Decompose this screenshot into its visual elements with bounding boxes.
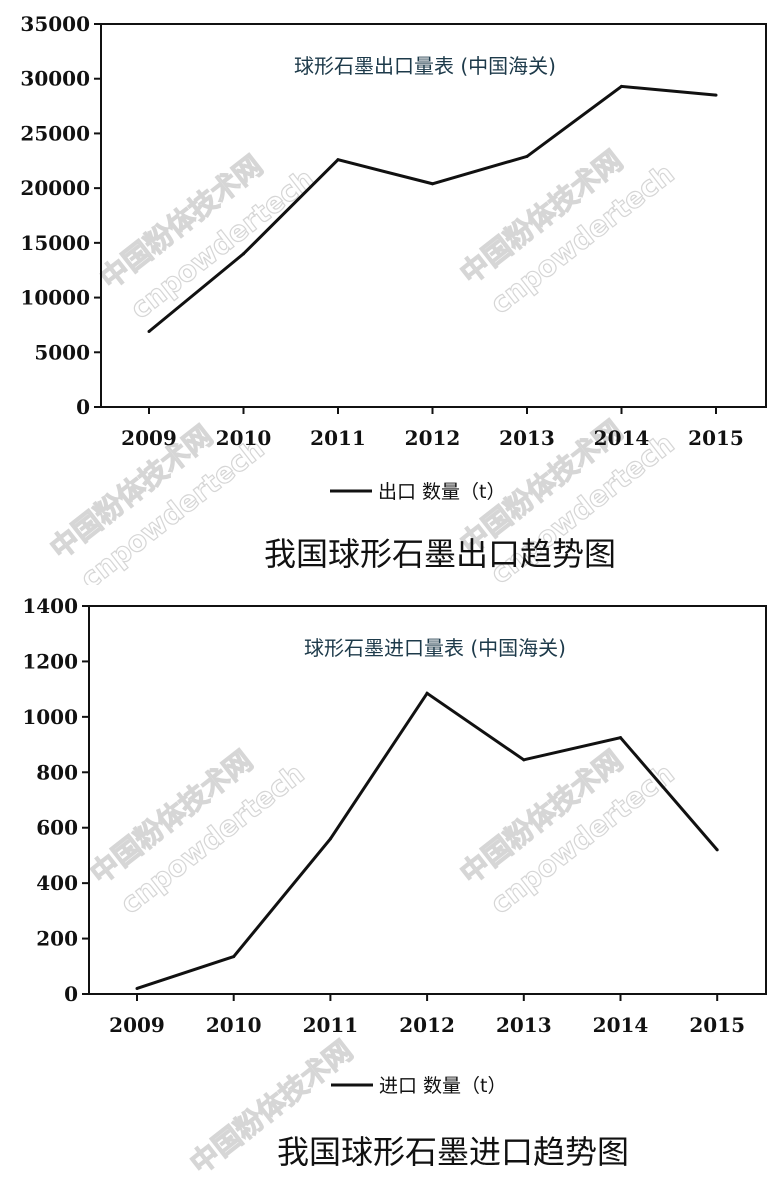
y-tick-label: 800 <box>36 760 78 784</box>
x-axis: 2009 2010 2011 2012 2013 2014 2015 <box>109 994 745 1037</box>
x-tick-label: 2010 <box>206 1013 262 1037</box>
chart-inner-title: 球形石墨进口量表 (中国海关) <box>304 636 566 660</box>
watermarks: 中国粉体技术网 cnpowdertech 中国粉体技术网 cnpowdertec… <box>83 743 681 1181</box>
x-tick-label: 2012 <box>399 1013 455 1037</box>
x-tick-label: 2009 <box>109 1013 165 1037</box>
data-point <box>232 955 236 959</box>
import-chart: 中国粉体技术网 cnpowdertech 中国粉体技术网 cnpowdertec… <box>0 585 781 1181</box>
data-point <box>619 736 622 740</box>
y-tick-label: 5000 <box>34 340 90 364</box>
data-point <box>431 182 434 186</box>
data-point <box>242 252 245 256</box>
chart-caption: 我国球形石墨进口趋势图 <box>277 1133 629 1171</box>
chart-inner-title: 球形石墨出口量表 (中国海关) <box>294 54 556 78</box>
data-point <box>336 158 340 162</box>
x-axis: 2009 2010 2011 2012 2013 2014 2015 <box>121 407 744 450</box>
y-tick-label: 35000 <box>20 12 90 36</box>
x-tick-label: 2010 <box>216 426 272 450</box>
x-tick-label: 2013 <box>496 1013 552 1037</box>
x-tick-label: 2015 <box>688 426 744 450</box>
legend-label: 出口 数量（t） <box>378 481 506 503</box>
data-point <box>620 84 623 88</box>
data-point <box>328 837 332 841</box>
data-point <box>525 154 529 158</box>
y-tick-label: 1000 <box>22 705 78 729</box>
x-tick-label: 2014 <box>594 426 650 450</box>
y-tick-label: 1200 <box>22 649 78 673</box>
legend: 进口 数量（t） <box>331 1075 507 1097</box>
data-point <box>147 329 151 333</box>
export-chart-svg: 中国粉体技术网 cnpowdertech 中国粉体技术网 cnpowdertec… <box>20 12 767 585</box>
data-point <box>714 93 718 97</box>
y-tick-label: 10000 <box>20 286 90 310</box>
legend: 出口 数量（t） <box>330 481 506 503</box>
x-tick-label: 2015 <box>689 1013 745 1037</box>
x-tick-label: 2014 <box>593 1013 649 1037</box>
y-axis: 0 5000 10000 15000 20000 25000 30000 35000 <box>20 12 101 419</box>
y-tick-label: 20000 <box>20 176 90 200</box>
y-tick-label: 600 <box>36 816 78 840</box>
x-tick-label: 2009 <box>121 426 177 450</box>
y-axis: 0 200 400 600 800 1000 1200 1400 <box>22 594 89 1006</box>
legend-label: 进口 数量（t） <box>379 1075 507 1097</box>
export-chart: 中国粉体技术网 cnpowdertech 中国粉体技术网 cnpowdertec… <box>0 0 781 585</box>
y-tick-label: 0 <box>64 982 78 1006</box>
data-point <box>135 986 139 990</box>
y-tick-label: 200 <box>36 927 78 951</box>
y-tick-label: 30000 <box>20 67 90 91</box>
data-point <box>715 848 719 852</box>
x-tick-label: 2013 <box>499 426 555 450</box>
import-chart-svg: 中国粉体技术网 cnpowdertech 中国粉体技术网 cnpowdertec… <box>22 594 767 1181</box>
y-tick-label: 25000 <box>20 121 90 145</box>
x-tick-label: 2011 <box>303 1013 359 1037</box>
x-tick-label: 2012 <box>405 426 461 450</box>
y-tick-label: 15000 <box>20 231 90 255</box>
y-tick-label: 400 <box>36 871 78 895</box>
x-tick-label: 2011 <box>310 426 366 450</box>
series-group <box>147 84 718 333</box>
watermarks: 中国粉体技术网 cnpowdertech 中国粉体技术网 cnpowdertec… <box>43 143 681 585</box>
data-point <box>522 758 526 762</box>
chart-caption: 我国球形石墨出口趋势图 <box>264 535 616 573</box>
y-tick-label: 0 <box>76 395 90 419</box>
data-point <box>425 691 429 695</box>
series-group <box>135 691 719 990</box>
y-tick-label: 1400 <box>22 594 78 618</box>
